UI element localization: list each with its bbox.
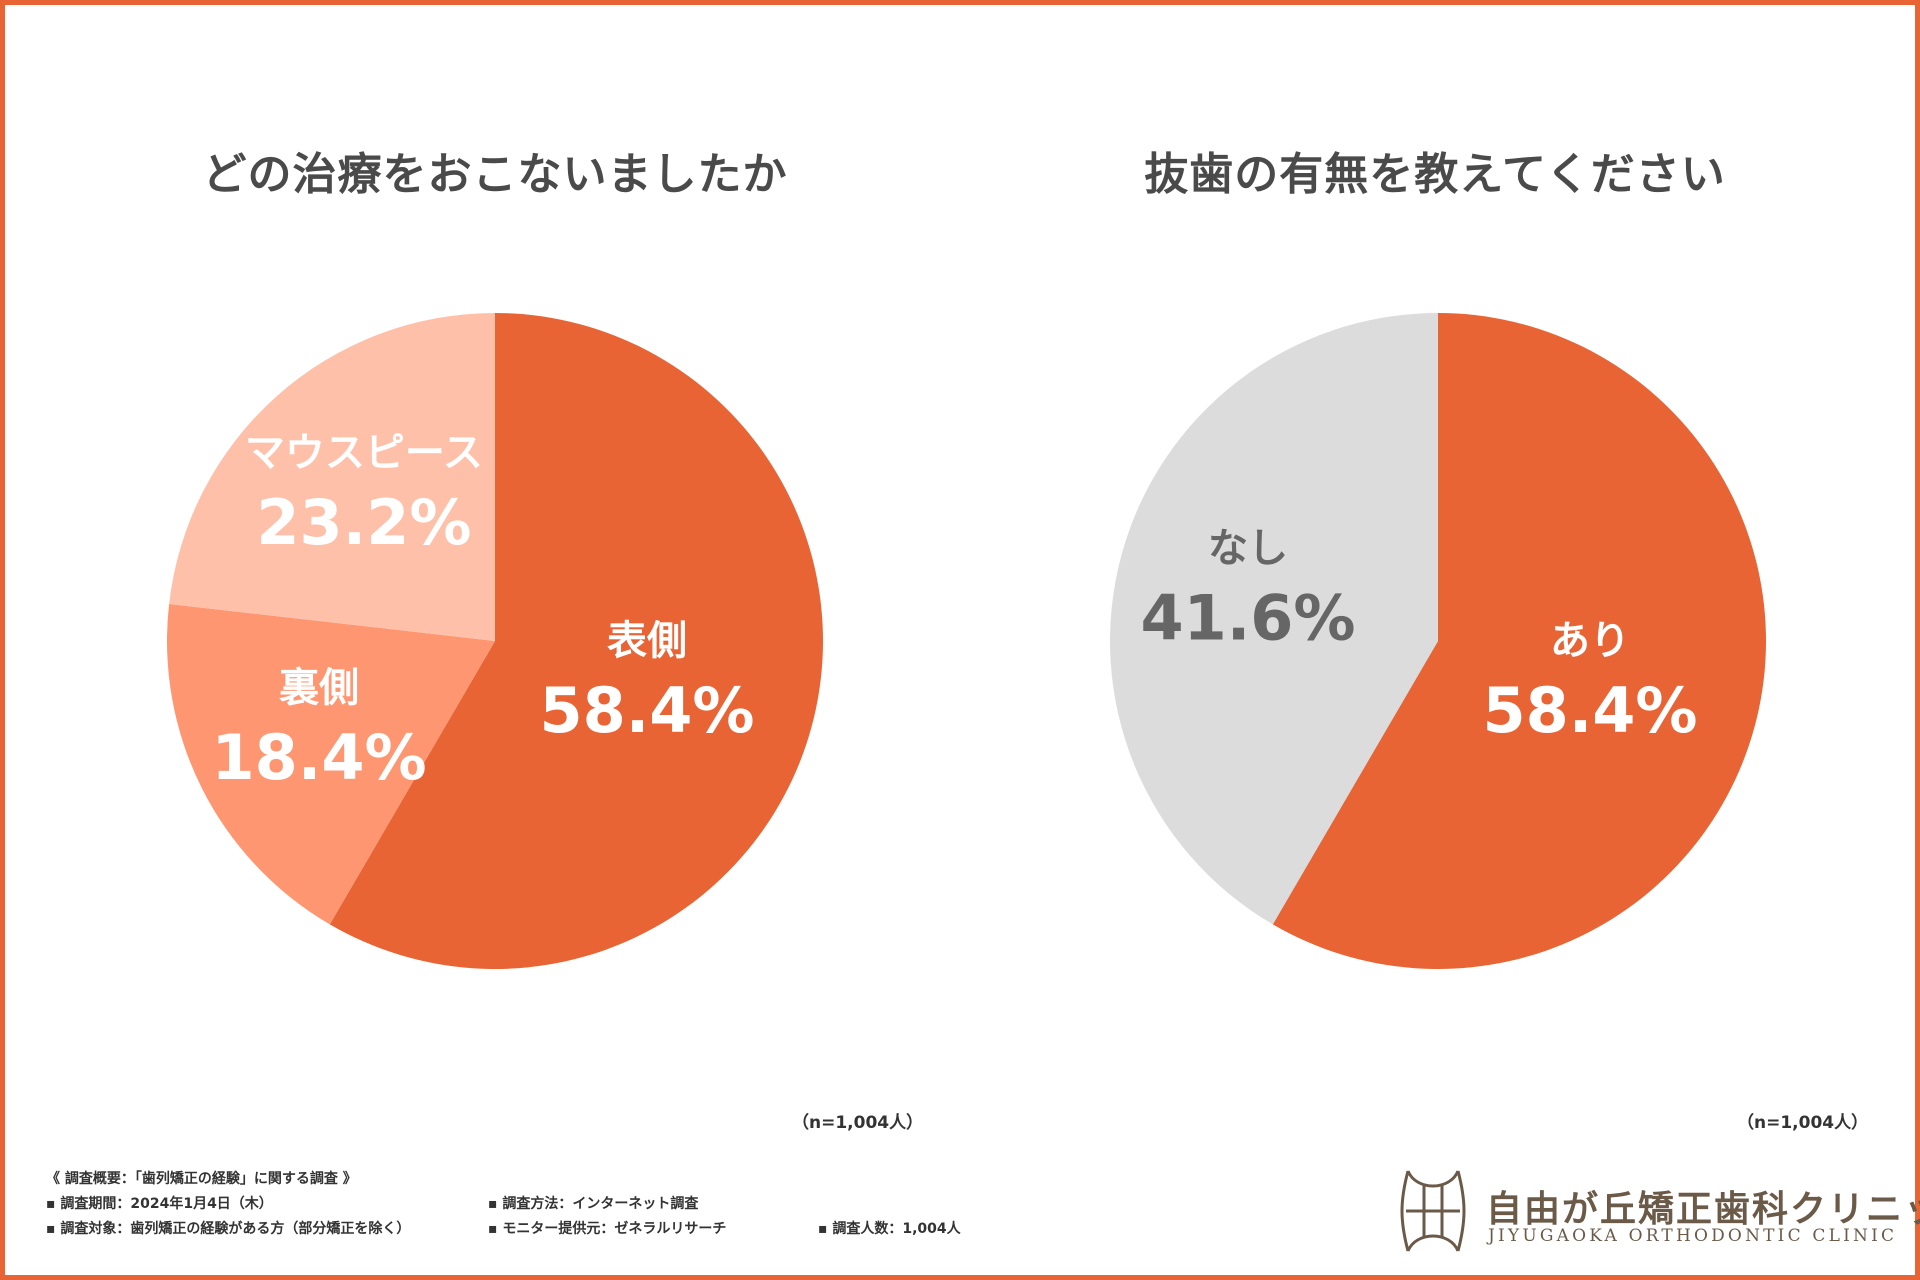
pie1-slice-3: [169, 313, 495, 641]
clinic-name: 自由が丘矯正歯科クリニック: [1486, 1189, 1920, 1230]
clinic-emblem-icon: [1400, 1170, 1466, 1252]
survey-count: ▪ 調査人数：1,004人: [818, 1221, 961, 1237]
survey-method: ▪ 調査方法：インターネット調査: [488, 1196, 699, 1212]
pie2-category-label-1: あり: [1550, 618, 1630, 664]
pie1-slice-2: [166, 603, 495, 925]
survey-period: ▪ 調査期間：2024年1月4日（木）: [46, 1196, 273, 1212]
chart-title-treatment: どの治療をおこないましたか: [202, 149, 788, 200]
pie1-value-label-3: 23.2%: [256, 486, 471, 559]
survey-provider: ▪ モニター提供元：ゼネラルリサーチ: [488, 1221, 727, 1237]
survey-heading: 《 調査概要：「歯列矯正の経験」に関する調査 》: [46, 1171, 357, 1187]
survey-target: ▪ 調査対象：歯列矯正の経験がある方（部分矯正を除く）: [46, 1221, 411, 1237]
sample-size-note-right: （n=1,004人）: [1737, 1113, 1869, 1133]
pie1-category-label-1: 表側: [607, 618, 687, 664]
pie1-value-label-2: 18.4%: [212, 721, 427, 794]
pie2-slice-1: [1272, 312, 1767, 969]
pie1-category-label-3: マウスピース: [245, 430, 483, 476]
clinic-logo: 自由が丘矯正歯科クリニック JIYUGAOKA ORTHODONTIC CLIN…: [1398, 1166, 1920, 1256]
clinic-name-en: JIYUGAOKA ORTHODONTIC CLINIC: [1488, 1226, 1898, 1246]
pie1-category-label-2: 裏側: [279, 665, 359, 711]
pie2-category-label-2: なし: [1208, 526, 1288, 572]
pie1-value-label-1: 58.4%: [539, 674, 754, 747]
chart-title-extraction: 抜歯の有無を教えてください: [1144, 149, 1726, 200]
pie2-value-label-1: 58.4%: [1482, 674, 1697, 747]
pie2-slice-2: [1110, 312, 1438, 925]
pie2-value-label-2: 41.6%: [1140, 582, 1355, 655]
sample-size-note-left: （n=1,004人）: [792, 1113, 924, 1133]
pie1-slice-1: [329, 313, 824, 970]
